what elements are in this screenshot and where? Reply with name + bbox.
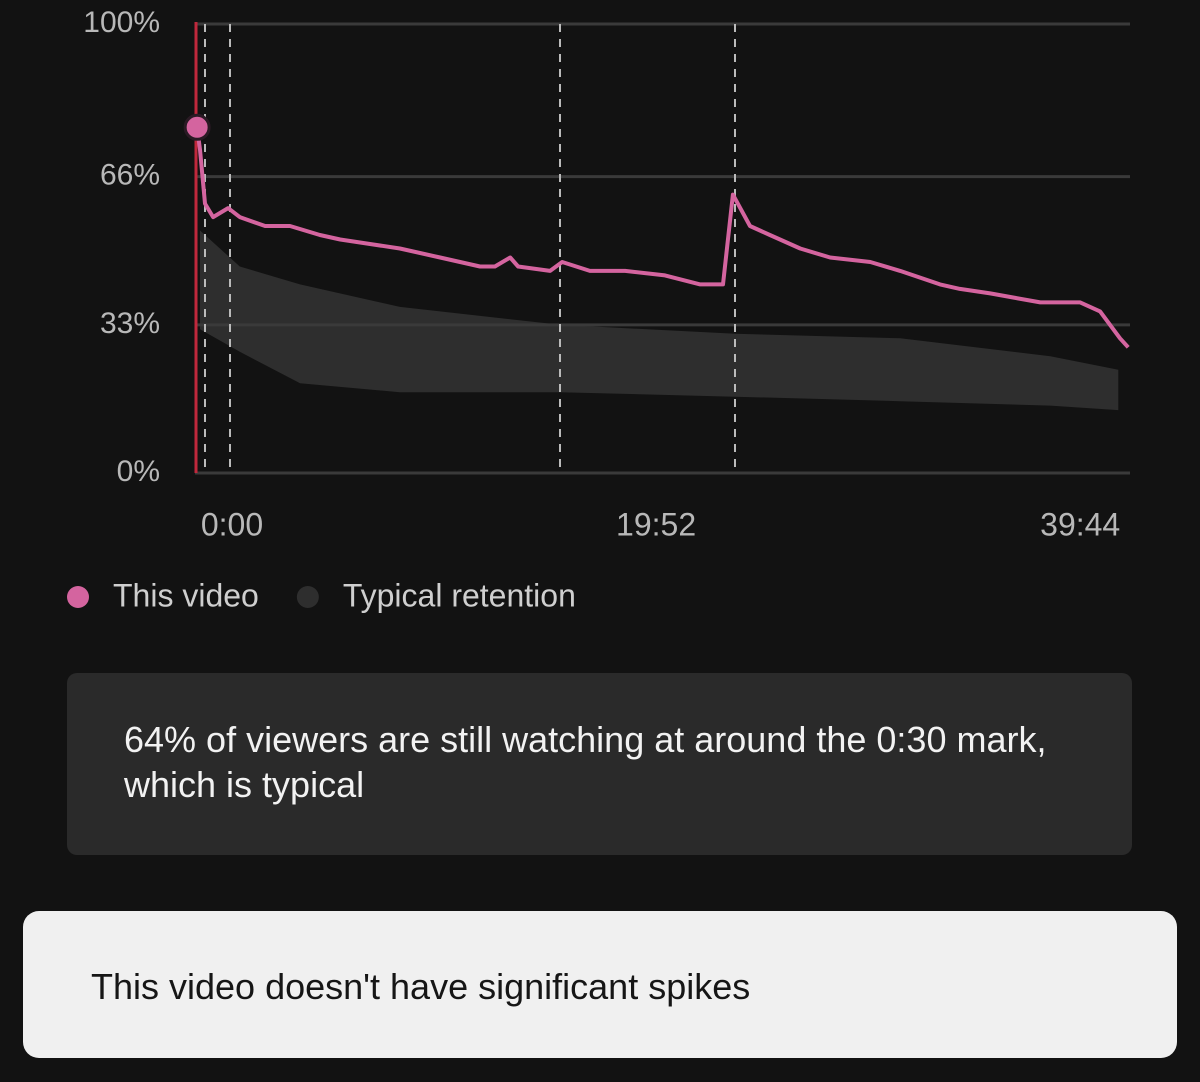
chart: 0% 33% 66% 100% 0:00 19:52 39:44 This video Typi… [67, 6, 1130, 613]
legend-swatch [296, 586, 319, 608]
insight-card: 64% of viewers are still watching at aro… [67, 673, 1132, 855]
retention-line [195, 127, 1130, 349]
x-tick-label: 0:00 [201, 506, 263, 542]
x-tick-label: 19:52 [616, 506, 696, 542]
spikes-card: This video doesn't have significant spik… [23, 911, 1177, 1058]
legend-label: Typical retention [343, 577, 576, 613]
chart-decor [194, 22, 736, 473]
y-tick-label: 66% [100, 159, 160, 192]
x-tick-label: 39:44 [1040, 506, 1120, 542]
legend-label: This video [113, 577, 259, 613]
start-dot [183, 113, 211, 141]
retention-band [200, 230, 1119, 411]
y-tick-label: 33% [100, 307, 160, 340]
insight-text: 64% of viewers are still watching at aro… [124, 719, 1047, 805]
spikes-text: This video doesn't have significant spik… [91, 966, 751, 1007]
y-tick-label: 100% [83, 6, 160, 39]
y-tick-label: 0% [117, 455, 160, 488]
legend-swatch [67, 586, 89, 608]
